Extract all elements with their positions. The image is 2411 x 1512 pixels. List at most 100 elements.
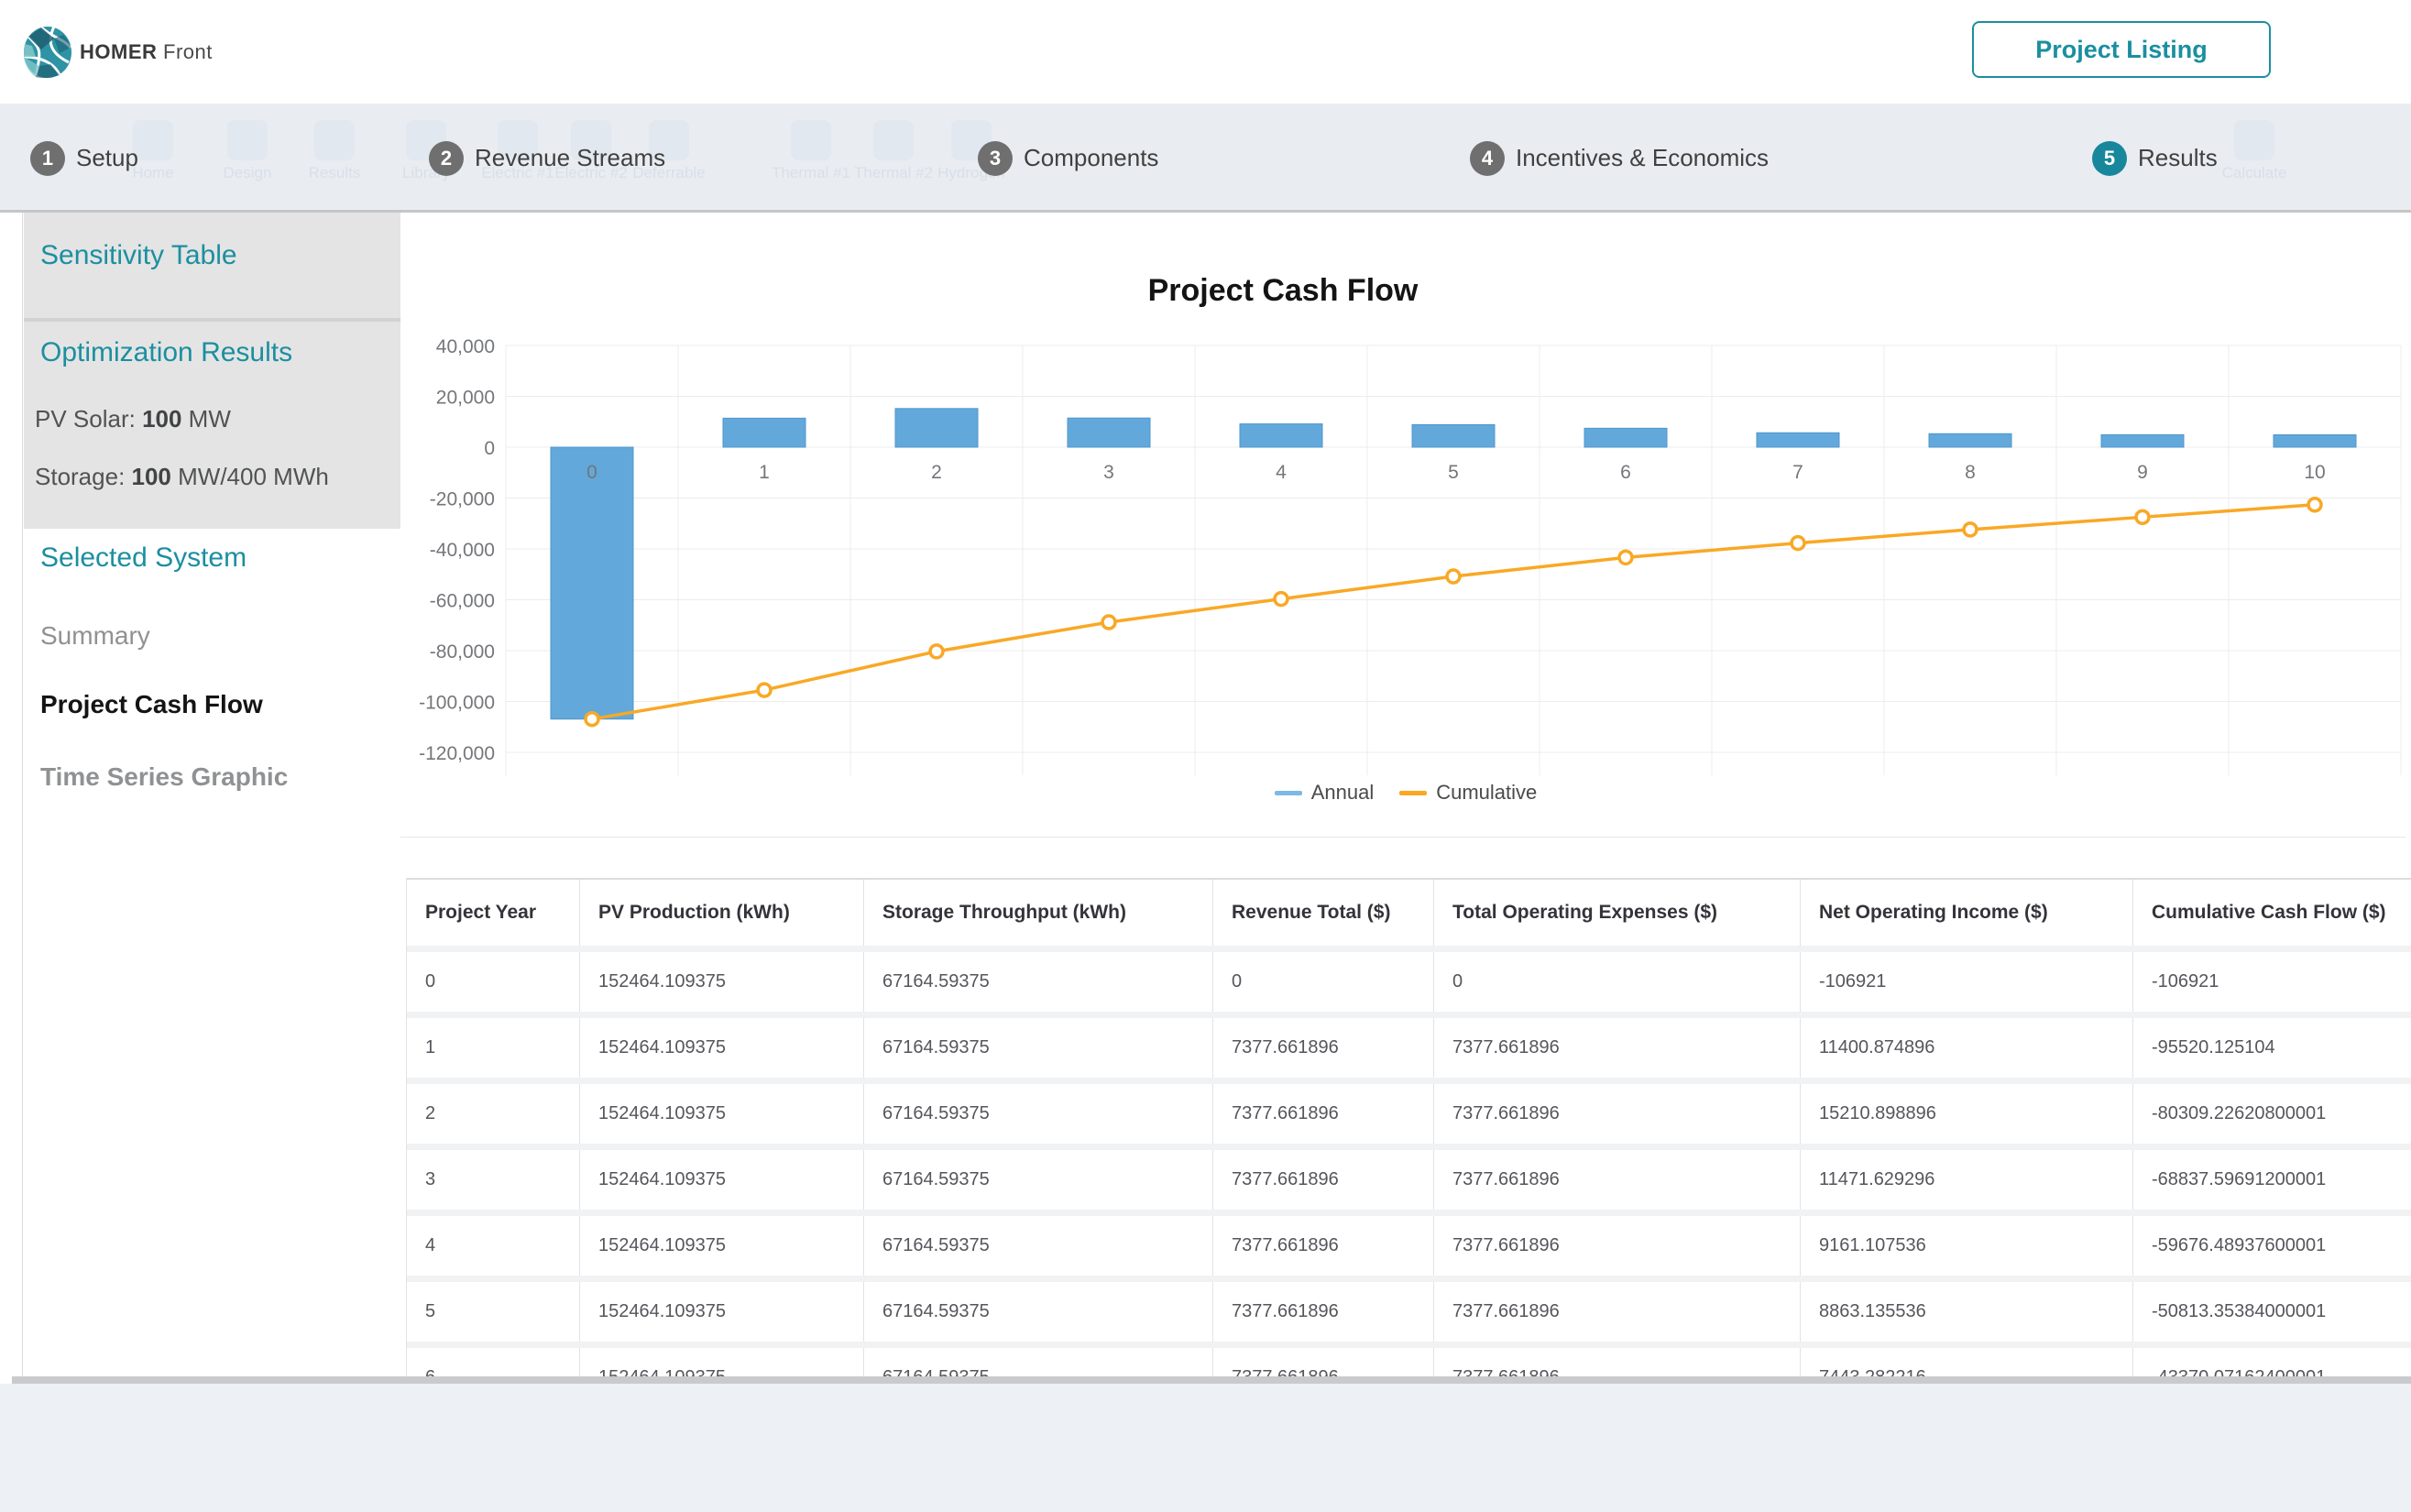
project-listing-button[interactable]: Project Listing xyxy=(1972,21,2271,78)
y-axis-tick-label: 20,000 xyxy=(436,388,495,409)
step-number-badge: 1 xyxy=(30,140,65,176)
y-axis-tick-label: -40,000 xyxy=(430,540,495,561)
table-cell: 152464.109375 xyxy=(580,1282,864,1342)
cashflow-chart-svg: 40,000 20,000 0 -20,000 -40,000 -60,000 -80,00… xyxy=(419,336,2402,775)
table-cell: -95520.125104 xyxy=(2152,1037,2275,1057)
table-cell: 15210.898896 xyxy=(1801,1084,2133,1144)
table-cell: 2 xyxy=(407,1084,580,1144)
step-label: Setup xyxy=(76,144,138,171)
table-cell: -106921 xyxy=(2152,971,2219,992)
sidebar-item-sensitivity-table[interactable]: Sensitivity Table xyxy=(40,240,237,270)
logo-front: Front xyxy=(163,40,213,63)
table-cell: 67164.59375 xyxy=(864,1216,1213,1276)
table-cell: -106921 xyxy=(1801,952,2133,1012)
table-cell: 7377.661896 xyxy=(1213,1150,1434,1210)
table-cell: 7377.661896 xyxy=(1434,1018,1801,1078)
x-axis-tick-label: 7 xyxy=(1792,462,1803,483)
cumulative-point-year-2 xyxy=(928,643,945,660)
storage-label: Storage: xyxy=(35,463,132,490)
y-axis-tick-label: 0 xyxy=(484,438,495,459)
footer-strip: HOMER Pro Annual capacity shortage Proje… xyxy=(0,1384,2411,1512)
annual-bar-year-6 xyxy=(1584,427,1668,448)
table-cell: 8863.135536 xyxy=(1801,1282,2133,1342)
y-axis-tick-label: -120,000 xyxy=(419,743,495,764)
logo-wordmark: HOMER Front xyxy=(80,40,213,64)
x-axis-tick-label: 8 xyxy=(1965,462,1976,483)
x-axis-tick-label: 10 xyxy=(2304,462,2325,483)
column-header: Net Operating Income ($) xyxy=(1801,880,2133,946)
column-header: Project Year xyxy=(407,880,580,946)
pv-solar-unit: MW xyxy=(181,405,231,433)
chart-legend: Annual Cumulative xyxy=(400,781,2411,805)
storage-unit: MW/400 MWh xyxy=(170,463,329,490)
annual-bar-year-2 xyxy=(894,408,979,448)
table-cell: 7377.661896 xyxy=(1434,1216,1801,1276)
cumulative-point-year-5 xyxy=(1445,568,1462,585)
annual-bar-year-0 xyxy=(550,446,634,720)
table-cell: -50813.35384000001 xyxy=(2152,1301,2327,1321)
table-cell: 6 xyxy=(407,1348,580,1383)
pv-solar-value: PV Solar: 100 MW xyxy=(35,405,231,433)
table-cell: 152464.109375 xyxy=(580,1150,864,1210)
table-cell: 7377.661896 xyxy=(1434,1282,1801,1342)
pv-solar-number: 100 xyxy=(142,405,182,433)
cumulative-point-year-7 xyxy=(1790,534,1806,552)
cashflow-table: Project Year PV Production (kWh) Storage T… xyxy=(406,878,2411,1383)
step-label: Components xyxy=(1024,144,1159,171)
step-number-badge: 2 xyxy=(429,140,464,176)
step-revenue-streams[interactable]: 2 Revenue Streams xyxy=(429,104,665,210)
step-results[interactable]: 5 Results xyxy=(2092,104,2218,210)
y-axis-tick-label: -80,000 xyxy=(430,641,495,663)
table-cell: 9161.107536 xyxy=(1801,1216,2133,1276)
content-left-border xyxy=(22,213,23,1383)
logo-homer: HOMER xyxy=(80,40,158,63)
legend-cumulative: Cumulative xyxy=(1399,781,1537,805)
y-axis-tick-label: -60,000 xyxy=(430,591,495,612)
step-number-badge: 3 xyxy=(978,140,1013,176)
table-cell: 3 xyxy=(407,1150,580,1210)
table-row-year-0: 0 152464.109375 67164.59375 0 0 -106921 -10692… xyxy=(407,952,2411,1012)
sidebar-item-project-cash-flow[interactable]: Project Cash Flow xyxy=(40,690,263,718)
step-label: Incentives & Economics xyxy=(1516,144,1770,171)
table-cell: 152464.109375 xyxy=(580,1018,864,1078)
wizard-stepper: Home Design Results Library Electric #1 Elect… xyxy=(0,104,2411,213)
table-cell: 4 xyxy=(407,1216,580,1276)
faded-bg-item: Design xyxy=(192,120,302,182)
legend-annual: Annual xyxy=(1274,781,1374,805)
x-axis-tick-label: 0 xyxy=(586,462,597,483)
table-cell: 7377.661896 xyxy=(1434,1150,1801,1210)
selected-system-heading: Selected System xyxy=(40,542,247,573)
table-bottom-edge xyxy=(12,1376,2411,1384)
table-cell: 1 xyxy=(407,1018,580,1078)
faded-bg-item: Thermal #1 xyxy=(756,120,866,182)
step-components[interactable]: 3 Components xyxy=(978,104,1159,210)
annual-bar-year-5 xyxy=(1411,423,1496,448)
table-cell: 152464.109375 xyxy=(580,1084,864,1144)
table-cell: -80309.22620800001 xyxy=(2152,1103,2327,1123)
step-setup[interactable]: 1 Setup xyxy=(30,104,138,210)
table-cell: 152464.109375 xyxy=(580,1216,864,1276)
cumulative-swatch-icon xyxy=(1399,790,1428,795)
step-number-badge: 5 xyxy=(2092,140,2127,176)
table-cell: 67164.59375 xyxy=(864,1150,1213,1210)
column-header: Cumulative Cash Flow ($) xyxy=(2152,902,2386,923)
sidebar-item-summary[interactable]: Summary xyxy=(40,621,150,650)
sidebar-item-time-series-graphic[interactable]: Time Series Graphic xyxy=(40,762,289,791)
cumulative-point-year-9 xyxy=(2134,509,2151,526)
cumulative-point-year-3 xyxy=(1101,614,1117,630)
y-axis-tick-label: 40,000 xyxy=(436,336,495,357)
column-header: PV Production (kWh) xyxy=(580,880,864,946)
annual-swatch-icon xyxy=(1274,790,1302,795)
section-divider xyxy=(400,837,2406,838)
sensitivity-table-panel[interactable] xyxy=(24,213,400,318)
step-incentives-economics[interactable]: 4 Incentives & Economics xyxy=(1470,104,1770,210)
project-cash-flow-chart: 40,000 20,000 0 -20,000 -40,000 -60,000 -80,00… xyxy=(400,321,2411,779)
table-cell: 7377.661896 xyxy=(1213,1084,1434,1144)
table-cell: 67164.59375 xyxy=(864,1018,1213,1078)
column-header: Storage Throughput (kWh) xyxy=(864,880,1213,946)
panel-divider xyxy=(24,318,400,322)
optimization-results-panel xyxy=(24,322,400,529)
annual-bar-year-4 xyxy=(1239,423,1323,448)
storage-value: Storage: 100 MW/400 MWh xyxy=(35,463,329,491)
x-axis-tick-label: 3 xyxy=(1103,462,1114,483)
